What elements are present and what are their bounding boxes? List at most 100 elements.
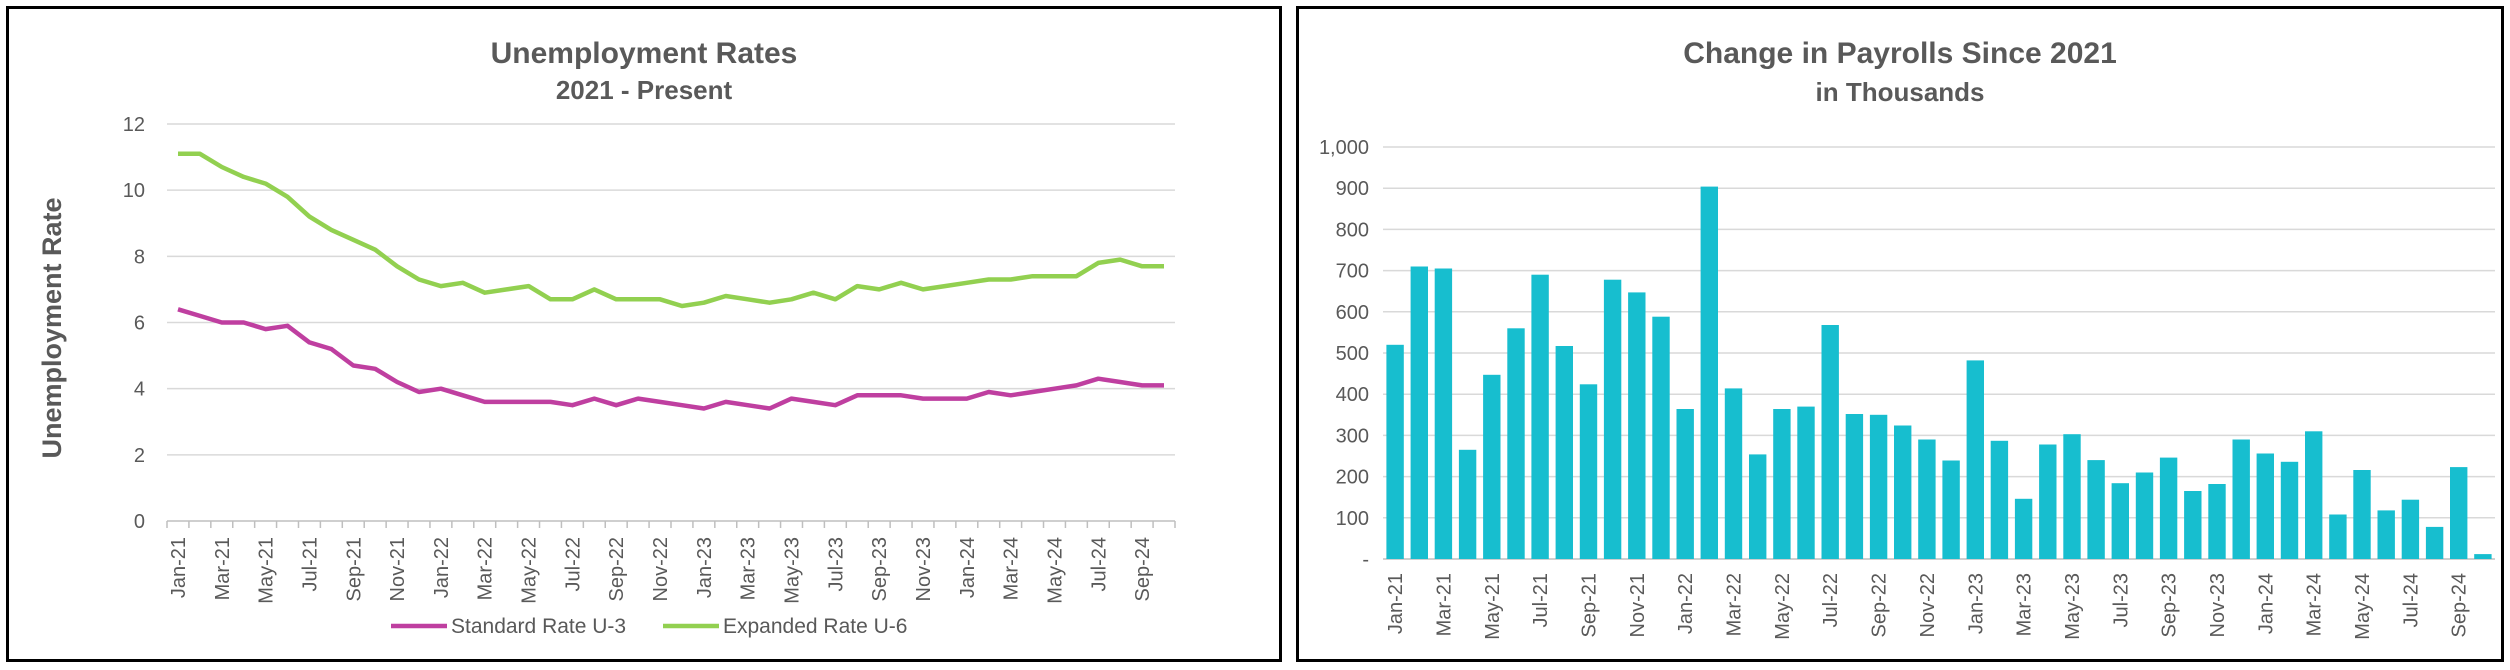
bar-jul-24 xyxy=(2401,499,2420,559)
x-tick-label: May-24 xyxy=(1044,537,1066,604)
bar-sep-21 xyxy=(1579,384,1598,559)
bar-jun-21 xyxy=(1507,328,1525,559)
bar-mar-21 xyxy=(1434,268,1453,559)
bar-jun-24 xyxy=(2377,510,2395,559)
bar-apr-24 xyxy=(2329,514,2347,559)
bar-sep-24 xyxy=(2450,467,2468,559)
bar-oct-22 xyxy=(1894,425,1912,559)
bar-may-21 xyxy=(1483,374,1501,559)
bar-dec-21 xyxy=(1652,316,1670,559)
bar-jul-21 xyxy=(1531,274,1549,559)
x-tick-label: Mar-24 xyxy=(1001,537,1023,600)
y-tick-label: 1,000 xyxy=(1319,137,1369,159)
x-tick-label: Sep-24 xyxy=(1132,537,1154,602)
x-tick-label: Jan-21 xyxy=(1385,573,1407,634)
y-tick-label: 4 xyxy=(134,379,145,401)
bar-feb-24 xyxy=(2280,461,2299,559)
series-line-expanded-rate-u6 xyxy=(178,151,1164,309)
bar-may-22 xyxy=(1773,409,1791,559)
x-tick-label: May-23 xyxy=(2062,573,2084,640)
bar-oct-23 xyxy=(2184,491,2202,559)
chart-title: Change in Payrolls Since 2021 xyxy=(1683,37,2117,70)
unemployment-chart-panel: Unemployment Rates 2021 - Present Unempl… xyxy=(6,6,1282,662)
bar-apr-23 xyxy=(2039,444,2057,559)
bar-mar-24 xyxy=(2305,431,2323,559)
x-tick-label: Nov-21 xyxy=(1627,573,1649,637)
y-tick-label: 300 xyxy=(1336,425,1369,447)
bar-oct-24 xyxy=(2474,554,2492,559)
x-tick-label: Nov-22 xyxy=(1917,573,1939,637)
x-tick-label: Nov-22 xyxy=(650,537,672,601)
x-tick-label: Sep-23 xyxy=(2159,573,2181,638)
x-tick-label: Mar-22 xyxy=(1724,573,1746,636)
y-tick-label: 600 xyxy=(1336,302,1369,324)
bar-feb-21 xyxy=(1410,266,1428,559)
x-tick-label: Jul-23 xyxy=(2110,573,2132,627)
bar-sep-23 xyxy=(2159,457,2178,559)
bar-apr-21 xyxy=(1458,449,1477,559)
bar-nov-23 xyxy=(2208,484,2226,559)
bar-aug-23 xyxy=(2135,472,2154,559)
x-tick-label: Sep-23 xyxy=(869,537,891,602)
y-tick-label: 400 xyxy=(1336,384,1369,406)
chart-title: Unemployment Rates xyxy=(491,37,798,70)
bar-jul-23 xyxy=(2111,483,2129,559)
x-tick-label: Mar-23 xyxy=(2014,573,2036,636)
legend-label: Expanded Rate U-6 xyxy=(723,615,907,638)
chart-subtitle: in Thousands xyxy=(1816,77,1985,107)
x-tick-label: May-21 xyxy=(1482,573,1504,640)
y-tick-label: 900 xyxy=(1336,178,1369,200)
x-tick-label: May-21 xyxy=(256,537,278,604)
x-tick-label: Jan-24 xyxy=(957,537,979,598)
x-tick-label: Mar-24 xyxy=(2304,573,2326,636)
x-tick-label: Jan-22 xyxy=(431,537,453,598)
x-tick-label: Nov-23 xyxy=(913,537,935,601)
unemployment-line-chart: Unemployment Rates 2021 - Present Unempl… xyxy=(37,37,1176,638)
y-tick-label: 12 xyxy=(123,114,145,136)
x-tick-label: Sep-22 xyxy=(606,537,628,602)
bar-jan-24 xyxy=(2256,453,2274,559)
x-tick-label: Jan-23 xyxy=(1965,573,1987,634)
y-tick-label: 100 xyxy=(1336,508,1369,530)
bar-apr-22 xyxy=(1749,454,1767,559)
bar-jan-22 xyxy=(1676,409,1694,559)
x-tick-label: Sep-21 xyxy=(1578,573,1600,638)
x-tick-label: Jan-23 xyxy=(694,537,716,598)
x-tick-label: Jul-21 xyxy=(299,537,321,591)
y-tick-label: 2 xyxy=(134,445,145,467)
bar-feb-22 xyxy=(1700,186,1718,559)
x-tick-label: May-22 xyxy=(1772,573,1794,640)
y-tick-label: 6 xyxy=(134,313,145,335)
series-line-standard-rate-u3 xyxy=(177,307,1164,411)
y-tick-label: 10 xyxy=(123,180,145,202)
x-tick-label: Jul-24 xyxy=(2400,573,2422,627)
x-tick-label: Jul-24 xyxy=(1088,537,1110,591)
bar-aug-24 xyxy=(2425,526,2444,559)
bar-feb-23 xyxy=(1990,440,2009,559)
x-tick-label: Sep-24 xyxy=(2449,573,2471,638)
y-tick-label: 200 xyxy=(1336,467,1369,489)
y-tick-label: 500 xyxy=(1336,343,1369,365)
x-tick-label: Nov-23 xyxy=(2207,573,2229,637)
x-tick-label: Nov-21 xyxy=(387,537,409,601)
x-tick-label: Jul-21 xyxy=(1530,573,1552,627)
x-tick-label: Jan-21 xyxy=(168,537,190,598)
bar-aug-21 xyxy=(1555,346,1573,559)
bar-mar-23 xyxy=(2014,498,2033,559)
y-axis-label: Unemployment Rate xyxy=(37,197,67,458)
bar-jul-22 xyxy=(1821,325,1839,559)
x-tick-label: Jan-24 xyxy=(2255,573,2277,634)
y-tick-label: 700 xyxy=(1336,261,1369,283)
x-tick-label: May-23 xyxy=(782,537,804,604)
payrolls-chart-panel: Change in Payrolls Since 2021 in Thousan… xyxy=(1296,6,2504,662)
bar-jun-22 xyxy=(1797,406,1815,559)
bar-jan-23 xyxy=(1966,360,1984,559)
x-tick-label: Mar-21 xyxy=(212,537,234,600)
x-tick-label: Sep-22 xyxy=(1869,573,1891,638)
x-tick-label: Mar-22 xyxy=(475,537,497,600)
bar-nov-22 xyxy=(1918,439,1936,559)
bar-jun-23 xyxy=(2087,460,2105,559)
chart-subtitle: 2021 - Present xyxy=(556,75,733,105)
y-tick-label: 8 xyxy=(134,246,145,268)
y-tick-label: - xyxy=(1362,549,1369,571)
